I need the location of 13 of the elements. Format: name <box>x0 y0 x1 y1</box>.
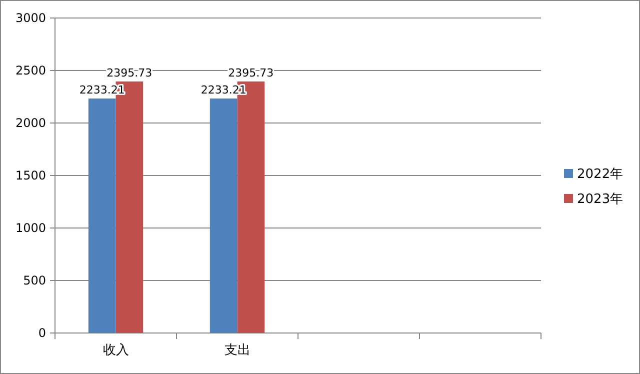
y-tick-label: 3000 <box>15 11 46 25</box>
y-tick-label: 1500 <box>15 168 46 182</box>
y-tick-label: 0 <box>38 326 46 340</box>
legend-label: 2022年 <box>577 167 624 182</box>
y-tick-label: 500 <box>23 274 46 288</box>
data-label: 2395.73 <box>106 66 152 80</box>
x-tick-label: 支出 <box>224 343 250 358</box>
data-label: 2395.73 <box>228 66 274 80</box>
legend-label: 2023年 <box>577 192 624 207</box>
y-tick-label: 1000 <box>15 221 46 235</box>
x-tick-label: 收入 <box>102 343 129 358</box>
y-tick-label: 2500 <box>15 64 46 78</box>
y-tick-label: 2000 <box>15 116 46 130</box>
